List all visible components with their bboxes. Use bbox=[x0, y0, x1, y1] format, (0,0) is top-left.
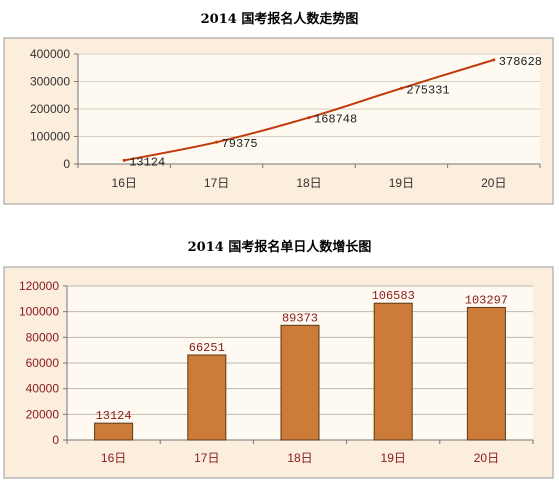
chart2-y-tick-label: 60000 bbox=[26, 356, 60, 370]
chart1-data-point bbox=[307, 116, 311, 120]
chart1-data-point bbox=[492, 58, 496, 62]
chart2-y-tick-label: 100000 bbox=[19, 305, 59, 319]
chart2-bar bbox=[280, 324, 320, 441]
chart1-data-point bbox=[399, 86, 403, 90]
chart1-data-label: 168748 bbox=[314, 113, 357, 127]
chart1-y-tick-label: 400000 bbox=[30, 47, 70, 61]
chart2-bar bbox=[187, 354, 227, 441]
chart1-x-tick-label: 20日 bbox=[481, 176, 506, 190]
chart2-data-label: 103297 bbox=[465, 293, 508, 307]
chart2-x-tick-label: 16日 bbox=[101, 451, 126, 465]
chart2-data-label: 89373 bbox=[282, 311, 318, 325]
chart2-y-tick-label: 80000 bbox=[26, 330, 60, 344]
chart2-y-tick-label: 40000 bbox=[26, 382, 60, 396]
chart1-x-tick-label: 16日 bbox=[112, 176, 137, 190]
chart2-data-label: 106583 bbox=[372, 289, 415, 303]
chart1-y-tick-label: 100000 bbox=[30, 130, 70, 144]
chart1-x-tick-label: 18日 bbox=[296, 176, 321, 190]
chart2-bar bbox=[94, 422, 134, 441]
chart2-data-label: 66251 bbox=[189, 341, 225, 355]
chart1-data-label: 378628 bbox=[499, 55, 542, 69]
chart2-x-tick-label: 19日 bbox=[381, 451, 406, 465]
chart1-x-tick-label: 17日 bbox=[204, 176, 229, 190]
chart2-title: 2014 国考报名单日人数增长图 bbox=[187, 240, 372, 255]
chart1-y-tick-label: 200000 bbox=[30, 102, 70, 116]
chart1-data-point bbox=[215, 140, 219, 144]
line-chart: 0 100000 200000 300000 400000 16日 17日 18日 19日 20日… bbox=[3, 37, 554, 205]
chart2-y-tick-label: 20000 bbox=[26, 407, 60, 421]
chart2-y-tick-label: 0 bbox=[52, 433, 59, 447]
chart2-bar bbox=[466, 306, 506, 441]
chart2-x-tick-label: 20日 bbox=[474, 451, 499, 465]
chart1-data-point bbox=[122, 158, 126, 162]
chart2-data-label: 13124 bbox=[96, 409, 132, 423]
chart2-bar bbox=[373, 302, 413, 441]
chart1-title: 2014 国考报名人数走势图 bbox=[200, 12, 359, 27]
chart1-data-label: 79375 bbox=[222, 137, 258, 151]
chart1-data-label: 275331 bbox=[406, 83, 449, 97]
chart1-x-tick-label: 19日 bbox=[389, 176, 414, 190]
chart1-y-tick-label: 300000 bbox=[30, 75, 70, 89]
chart2-x-tick-label: 17日 bbox=[194, 451, 219, 465]
chart1-y-tick-label: 0 bbox=[63, 157, 70, 171]
chart1-data-label: 13124 bbox=[129, 155, 165, 169]
chart2-y-tick-label: 120000 bbox=[19, 279, 59, 293]
chart2-x-tick-label: 18日 bbox=[287, 451, 312, 465]
